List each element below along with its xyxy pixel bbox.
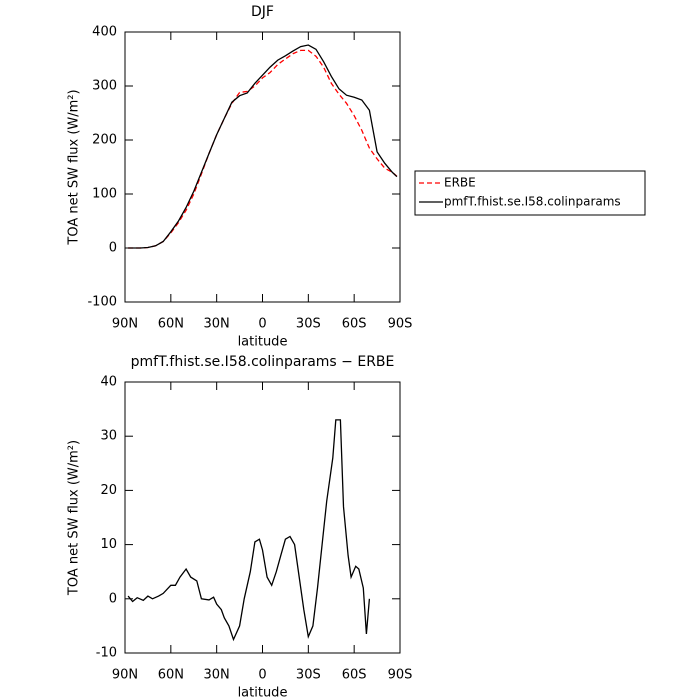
series-line: [128, 44, 398, 249]
legend-box: [414, 170, 646, 216]
x-axis-label: latitude: [238, 335, 288, 350]
x-tick-label: 60S: [342, 668, 367, 683]
x-tick-label: 30N: [204, 668, 230, 683]
plot-frame: [124, 31, 401, 303]
series-line: [128, 49, 398, 249]
y-tick-label: 400: [92, 25, 117, 40]
x-tick-label: 90N: [112, 317, 138, 332]
y-tick-label: 10: [100, 537, 117, 552]
series-line: [127, 419, 371, 642]
y-tick-label: 300: [92, 79, 117, 94]
plot-frame: [124, 381, 401, 654]
x-tick-label: 90S: [388, 317, 413, 332]
x-tick-label: 30S: [296, 317, 321, 332]
y-tick-label: 40: [100, 375, 117, 390]
x-tick-label: 90N: [112, 668, 138, 683]
x-axis-label: latitude: [238, 686, 288, 700]
x-tick-label: 30S: [296, 668, 321, 683]
y-tick-label: 20: [100, 483, 117, 498]
chart-title: DJF: [251, 4, 274, 20]
x-tick-label: 60N: [158, 317, 184, 332]
x-tick-label: 0: [258, 668, 266, 683]
y-tick-label: -10: [96, 646, 117, 661]
y-axis-label: TOA net SW flux (W/m²): [67, 440, 82, 596]
y-tick-label: 0: [109, 591, 117, 606]
legend-label: pmfT.fhist.se.I58.colinparams: [444, 195, 621, 209]
y-tick-label: 200: [92, 133, 117, 148]
legend-label: ERBE: [444, 176, 476, 190]
y-axis-label: TOA net SW flux (W/m²): [67, 89, 82, 245]
chart-title: pmfT.fhist.se.I58.colinparams − ERBE: [131, 354, 395, 370]
y-tick-label: 0: [109, 241, 117, 256]
y-tick-label: 30: [100, 429, 117, 444]
y-tick-label: -100: [87, 295, 117, 310]
y-tick-label: 100: [92, 187, 117, 202]
x-tick-label: 60S: [342, 317, 367, 332]
x-tick-label: 60N: [158, 668, 184, 683]
x-tick-label: 30N: [204, 317, 230, 332]
x-tick-label: 0: [258, 317, 266, 332]
x-tick-label: 90S: [388, 668, 413, 683]
